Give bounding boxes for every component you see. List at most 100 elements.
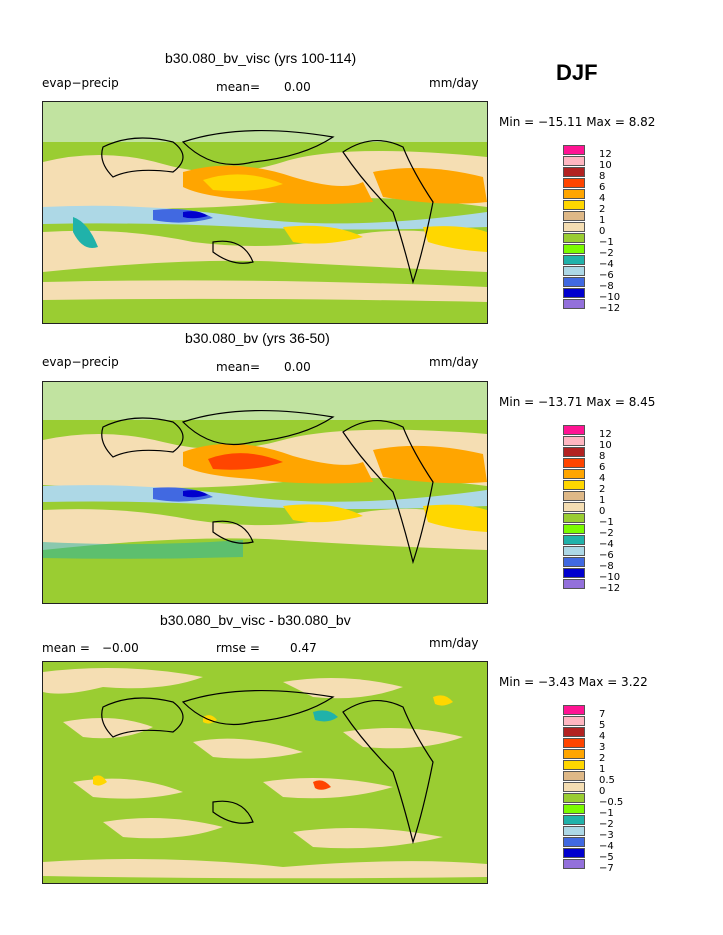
panel2-level-10: −2	[599, 528, 614, 539]
panel3-legend: 7 5 4 3 2 1 0.5 0 −0.5 −1 −2 −3 −4 −5 −7	[563, 705, 623, 877]
panel2-level-8: 0	[599, 506, 606, 517]
panel3-swatch-14	[563, 848, 585, 858]
panel1-level-13: −8	[599, 281, 614, 292]
panel1-swatch-9	[563, 233, 585, 243]
panel1-swatch-15	[563, 299, 585, 309]
panel3-level-12: −3	[599, 830, 614, 841]
panel3-swatch-3	[563, 727, 585, 737]
panel1-swatch-4	[563, 178, 585, 188]
panel2-units: mm/day	[429, 355, 479, 369]
panel2-swatch-12	[563, 546, 585, 556]
panel2-level-4: 6	[599, 462, 606, 473]
panel1-field-label: evap−precip	[42, 76, 119, 90]
panel1-level-11: −4	[599, 259, 614, 270]
panel2-level-7: 1	[599, 495, 606, 506]
panel1-level-2: 10	[599, 160, 612, 171]
panel2-level-14: −10	[599, 572, 621, 583]
panel2-level-6: 2	[599, 484, 606, 495]
panel2-level-15: −12	[599, 583, 621, 594]
panel1-stats: Min = −15.11 Max = 8.82	[499, 115, 656, 129]
panel3-swatch-1	[563, 705, 585, 715]
panel2-swatch-5	[563, 469, 585, 479]
panel3-rmse-label: rmse =	[216, 641, 260, 655]
panel1-level-4: 6	[599, 182, 606, 193]
panel3-map-plot	[43, 662, 487, 883]
panel3-swatch-9	[563, 793, 585, 803]
panel3-level-14: −5	[599, 852, 614, 863]
panel2-swatch-2	[563, 436, 585, 446]
panel1-legend: 12 10 8 6 4 2 1 0 −1 −2 −4 −6 −8 −10 −12	[563, 145, 620, 317]
panel1-units: mm/day	[429, 76, 479, 90]
panel2-map	[42, 381, 488, 604]
panel2-level-1: 12	[599, 429, 612, 440]
panel3-level-5: 2	[599, 753, 606, 764]
panel2-swatch-13	[563, 557, 585, 567]
panel1-swatch-2	[563, 156, 585, 166]
panel1-level-8: 0	[599, 226, 606, 237]
panel2-swatch-8	[563, 502, 585, 512]
panel2-stats: Min = −13.71 Max = 8.45	[499, 395, 656, 409]
panel3-level-6: 1	[599, 764, 606, 775]
panel2-swatch-10	[563, 524, 585, 534]
panel1-map-plot	[43, 102, 487, 323]
panel2-swatch-11	[563, 535, 585, 545]
panel3-level-15: −7	[599, 863, 614, 874]
panel2-swatch-3	[563, 447, 585, 457]
panel2-level-5: 4	[599, 473, 606, 484]
panel2-swatch-4	[563, 458, 585, 468]
panel1-swatch-11	[563, 255, 585, 265]
panel1-level-7: 1	[599, 215, 606, 226]
panel2-swatch-1	[563, 425, 585, 435]
panel2-swatch-14	[563, 568, 585, 578]
panel2-level-3: 8	[599, 451, 606, 462]
panel3-swatch-13	[563, 837, 585, 847]
panel2-swatch-9	[563, 513, 585, 523]
panel3-swatch-12	[563, 826, 585, 836]
panel3-stats: Min = −3.43 Max = 3.22	[499, 675, 648, 689]
panel3-map	[42, 661, 488, 884]
panel1-map	[42, 101, 488, 324]
panel1-level-12: −6	[599, 270, 614, 281]
panel3-mean-value: −0.00	[102, 641, 139, 655]
panel2-swatch-7	[563, 491, 585, 501]
panel3-mean-label: mean =	[42, 641, 90, 655]
panel1-mean-value: 0.00	[284, 80, 311, 94]
panel3-title: b30.080_bv_visc - b30.080_bv	[160, 612, 351, 628]
panel1-level-10: −2	[599, 248, 614, 259]
panel3-swatch-15	[563, 859, 585, 869]
panel2-map-plot	[43, 382, 487, 603]
panel2-swatch-6	[563, 480, 585, 490]
panel3-swatch-5	[563, 749, 585, 759]
panel2-level-9: −1	[599, 517, 614, 528]
panel3-level-11: −2	[599, 819, 614, 830]
panel1-level-5: 4	[599, 193, 606, 204]
panel1-title: b30.080_bv_visc (yrs 100-114)	[165, 50, 357, 66]
panel2-swatch-15	[563, 579, 585, 589]
panel1-level-3: 8	[599, 171, 606, 182]
panel2-level-12: −6	[599, 550, 614, 561]
panel1-swatch-10	[563, 244, 585, 254]
panel1-swatch-12	[563, 266, 585, 276]
panel1-swatch-7	[563, 211, 585, 221]
panel2-level-2: 10	[599, 440, 612, 451]
panel2-legend: 12 10 8 6 4 2 1 0 −1 −2 −4 −6 −8 −10 −12	[563, 425, 620, 597]
panel3-level-3: 4	[599, 731, 606, 742]
panel3-swatch-11	[563, 815, 585, 825]
panel2-mean-value: 0.00	[284, 360, 311, 374]
panel1-swatch-5	[563, 189, 585, 199]
panel3-swatch-4	[563, 738, 585, 748]
panel3-units: mm/day	[429, 636, 479, 650]
panel1-level-1: 12	[599, 149, 612, 160]
panel3-level-7: 0.5	[599, 775, 615, 786]
panel2-mean-label: mean=	[216, 360, 261, 374]
panel1-swatch-6	[563, 200, 585, 210]
panel2-level-13: −8	[599, 561, 614, 572]
panel1-swatch-13	[563, 277, 585, 287]
panel2-field-label: evap−precip	[42, 355, 119, 369]
panel1-swatch-1	[563, 145, 585, 155]
panel1-swatch-3	[563, 167, 585, 177]
panel3-level-13: −4	[599, 841, 614, 852]
panel3-level-9: −0.5	[599, 797, 624, 808]
panel1-swatch-8	[563, 222, 585, 232]
panel1-level-6: 2	[599, 204, 606, 215]
